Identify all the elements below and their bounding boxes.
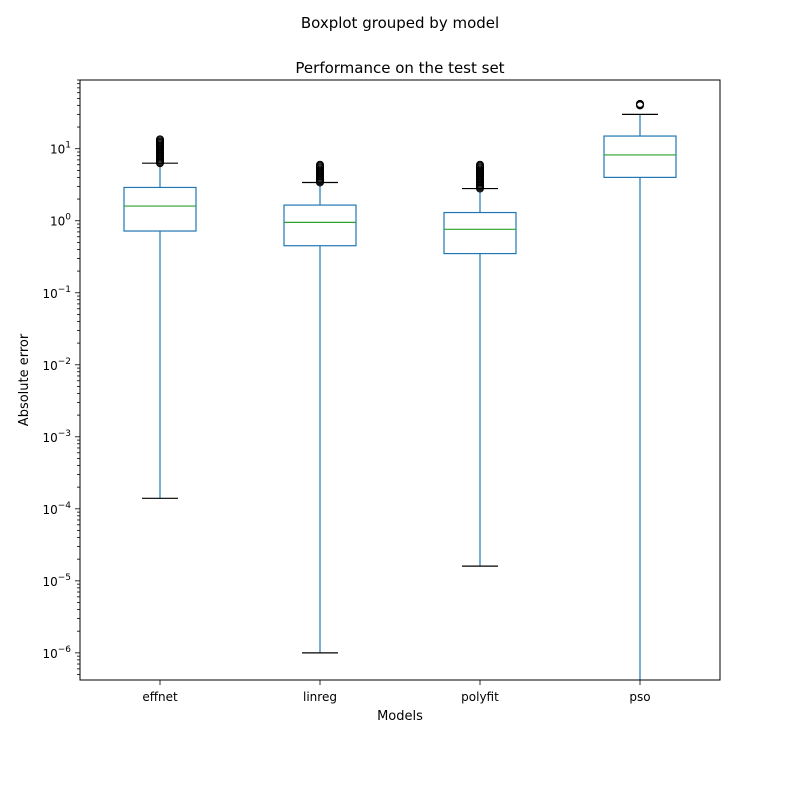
- y-tick-base: 10: [42, 647, 57, 661]
- outliers: [636, 99, 644, 110]
- y-tick-base: 10: [42, 287, 57, 301]
- y-tick-label: 10−2: [42, 357, 71, 373]
- chart-title: Performance on the test set: [295, 59, 504, 77]
- box-iqr: [283, 204, 357, 247]
- y-tick-exponent: −1: [58, 285, 71, 295]
- y-tick-base: 10: [42, 575, 57, 589]
- y-tick-label: 10−4: [42, 501, 71, 517]
- y-tick-label: 10−3: [42, 429, 71, 445]
- y-tick-base: 10: [50, 143, 65, 157]
- outlier-point: [636, 99, 644, 108]
- y-tick-exponent: −3: [58, 429, 71, 439]
- y-tick-base: 10: [50, 215, 65, 229]
- y-tick-exponent: −4: [58, 501, 72, 511]
- y-tick-exponent: −5: [58, 573, 71, 583]
- x-tick-label-effnet: effnet: [142, 690, 178, 704]
- x-axis: effnet linreg polyfit pso: [142, 680, 651, 704]
- outliers: [316, 160, 324, 187]
- y-axis-label: Absolute error: [17, 333, 32, 426]
- outlier-point: [316, 160, 324, 169]
- outliers: [156, 135, 164, 168]
- y-tick-label: 10−1: [42, 285, 71, 301]
- box-group-polyfit: [443, 160, 517, 567]
- box-iqr: [443, 211, 517, 255]
- box-iqr: [123, 186, 197, 232]
- outlier-point: [156, 135, 164, 144]
- plot-area: [123, 99, 677, 680]
- y-tick-label: 10−5: [42, 573, 71, 589]
- box-group-linreg: [283, 160, 357, 654]
- x-axis-label: Models: [377, 709, 423, 724]
- y-tick-exponent: 0: [65, 213, 71, 223]
- outliers: [476, 160, 484, 193]
- y-tick-base: 10: [42, 503, 57, 517]
- y-tick-label: 100: [50, 213, 71, 229]
- y-tick-base: 10: [42, 359, 57, 373]
- y-tick-exponent: 1: [65, 141, 71, 151]
- y-tick-exponent: −6: [58, 645, 72, 655]
- x-tick-label-linreg: linreg: [303, 690, 337, 704]
- y-tick-label: 10−6: [42, 645, 71, 661]
- y-tick-label: 101: [50, 141, 71, 157]
- x-tick-label-polyfit: polyfit: [461, 690, 499, 704]
- outlier-point: [476, 160, 484, 169]
- chart-suptitle: Boxplot grouped by model: [301, 14, 499, 32]
- box-group-effnet: [123, 135, 197, 499]
- box-iqr: [603, 135, 677, 178]
- y-tick-exponent: −2: [58, 357, 71, 367]
- x-tick-label-pso: pso: [629, 690, 650, 704]
- axes-frame: [79, 79, 721, 681]
- box-group-pso: [603, 99, 677, 680]
- y-tick-base: 10: [42, 431, 57, 445]
